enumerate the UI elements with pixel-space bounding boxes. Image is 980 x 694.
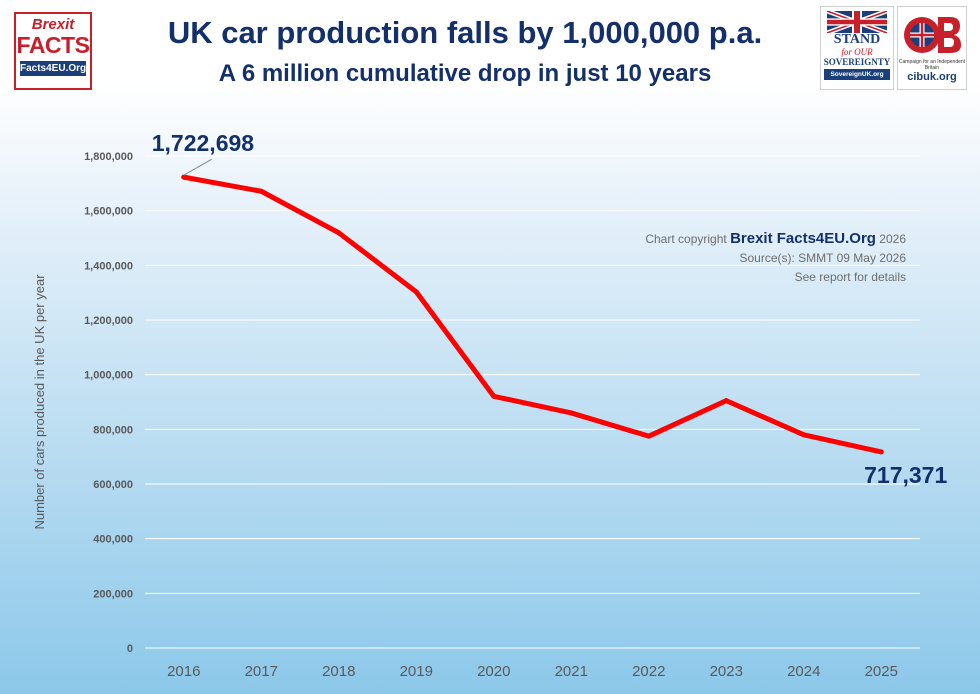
data-point — [568, 410, 574, 416]
data-point — [801, 432, 807, 438]
y-tick-label: 600,000 — [93, 479, 133, 491]
data-label: 717,371 — [864, 462, 947, 488]
sov-text-sovereignty: SOVEREIGNTY — [823, 57, 891, 67]
data-point — [878, 449, 884, 455]
cib-tagline: Campaign for an Independent Britain — [898, 59, 966, 71]
gridlines — [145, 155, 920, 649]
cib-url: cibuk.org — [907, 71, 957, 83]
data-point — [258, 188, 264, 194]
union-flag-icon — [827, 11, 887, 33]
x-tick-label: 2023 — [710, 663, 743, 680]
x-tick-label: 2021 — [555, 663, 588, 680]
copyright-brand: Brexit Facts4EU.Org — [730, 230, 876, 247]
sov-text-url: SovereignUK.org — [824, 69, 890, 80]
sov-text-for-our: for OUR — [841, 47, 873, 57]
y-tick-label: 1,600,000 — [84, 206, 133, 218]
y-tick-label: 400,000 — [93, 534, 133, 546]
x-tick-label: 2020 — [477, 663, 510, 680]
cib-emblem-icon — [904, 17, 961, 53]
data-point — [413, 289, 419, 295]
sovereignty-logo: STAND for OUR SOVEREIGNTY SovereignUK.or… — [820, 6, 894, 90]
chart-subtitle: A 6 million cumulative drop in just 10 y… — [218, 60, 712, 87]
y-tick-label: 800,000 — [93, 424, 133, 436]
y-tick-label: 1,400,000 — [84, 260, 133, 272]
y-axis-ticks: 0 200,000 400,000 600,000 800,000 1,000,000 1,… — [84, 151, 133, 655]
copyright-line: Chart copyright Brexit Facts4EU.Org 2026 — [645, 229, 906, 249]
y-tick-label: 200,000 — [93, 588, 133, 600]
data-point — [723, 398, 729, 404]
sov-text-stand: STAND — [833, 32, 881, 47]
brexit-facts-logo: Brexit FACTS Facts4EU.Org — [14, 12, 92, 90]
logo-text-url: Facts4EU.Org — [20, 61, 87, 76]
data-point — [646, 433, 652, 439]
x-tick-label: 2019 — [400, 663, 433, 680]
y-tick-label: 0 — [127, 643, 133, 655]
x-tick-label: 2025 — [865, 663, 898, 680]
copyright-prefix: Chart copyright — [645, 232, 727, 246]
data-label: 1,722,698 — [152, 130, 255, 156]
annotations: 1,722,698 717,371 — [152, 130, 948, 488]
x-tick-label: 2022 — [632, 663, 665, 680]
x-tick-label: 2016 — [167, 663, 200, 680]
x-tick-label: 2018 — [322, 663, 355, 680]
series-line — [181, 174, 884, 455]
logo-text-brexit: Brexit — [31, 16, 75, 33]
y-tick-label: 1,200,000 — [84, 315, 133, 327]
x-axis-ticks: 2016 2017 2018 2019 2020 2021 2022 2023 2024 2025 — [167, 663, 898, 680]
data-point — [336, 230, 342, 236]
series-group — [181, 174, 884, 455]
data-point — [491, 393, 497, 399]
data-point — [181, 174, 187, 180]
report-note: See report for details — [794, 270, 906, 284]
annotation-leader — [183, 158, 212, 176]
copyright-year: 2026 — [879, 232, 906, 246]
source-line: Source(s): SMMT 09 May 2026 — [739, 251, 906, 265]
chart-title: UK car production falls by 1,000,000 p.a… — [167, 15, 763, 50]
y-axis-label: Number of cars produced in the UK per ye… — [32, 274, 47, 530]
x-tick-label: 2017 — [245, 663, 278, 680]
chart-credits: Chart copyright Brexit Facts4EU.Org 2026… — [645, 229, 906, 287]
logo-text-facts: FACTS — [16, 32, 90, 58]
y-tick-label: 1,000,000 — [84, 370, 133, 382]
x-tick-label: 2024 — [787, 663, 820, 680]
y-tick-label: 1,800,000 — [84, 151, 133, 163]
cib-logo: Campaign for an Independent Britain cibu… — [897, 6, 967, 90]
